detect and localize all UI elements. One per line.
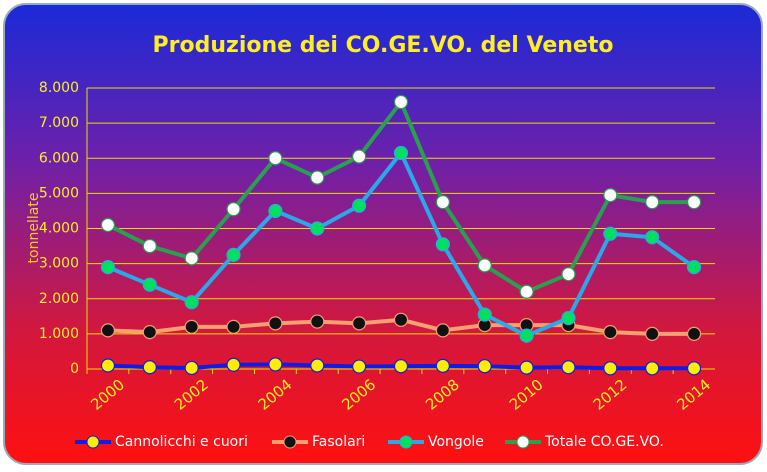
y-tick-label: 4.000 — [39, 221, 79, 237]
point-marker — [477, 307, 492, 322]
point-marker — [226, 357, 241, 372]
point-marker — [393, 145, 409, 161]
point-marker — [477, 359, 492, 374]
chart-background — [3, 3, 763, 465]
point-marker — [100, 323, 116, 338]
point-marker — [226, 319, 241, 334]
point-marker — [352, 198, 367, 213]
point-marker — [310, 221, 325, 236]
point-marker — [686, 195, 702, 210]
point-marker — [435, 358, 450, 373]
legend-marker — [86, 435, 100, 449]
point-marker — [603, 361, 618, 376]
point-marker — [645, 195, 660, 210]
point-marker — [393, 359, 409, 374]
legend-label: Fasolari — [312, 434, 365, 450]
y-tick-label: 6.000 — [39, 150, 79, 166]
legend-label: Totale CO.GE.VO. — [544, 434, 664, 450]
point-marker — [100, 358, 116, 373]
point-marker — [352, 316, 367, 331]
y-tick-label: 2.000 — [39, 291, 79, 307]
point-marker — [686, 260, 702, 275]
legend-marker — [399, 435, 413, 449]
point-marker — [603, 188, 618, 203]
point-marker — [435, 237, 450, 252]
point-marker — [268, 151, 283, 166]
point-marker — [142, 360, 157, 375]
point-marker — [435, 195, 450, 210]
point-marker — [100, 217, 116, 233]
chart-title: Produzione dei CO.GE.VO. del Veneto — [153, 33, 614, 58]
point-marker — [435, 323, 450, 338]
point-marker — [561, 267, 576, 282]
point-marker — [603, 226, 618, 241]
point-marker — [142, 277, 157, 292]
point-marker — [268, 203, 283, 219]
y-tick-label: 0 — [70, 361, 79, 377]
point-marker — [352, 359, 367, 374]
point-marker — [226, 202, 241, 217]
point-marker — [352, 149, 367, 164]
point-marker — [393, 312, 409, 327]
legend-label: Vongole — [428, 434, 484, 450]
legend-marker — [516, 435, 530, 449]
point-marker — [184, 251, 199, 266]
point-marker — [310, 170, 325, 185]
point-marker — [142, 238, 157, 254]
y-tick-label: 7.000 — [39, 115, 79, 131]
point-marker — [645, 361, 660, 376]
point-marker — [393, 94, 409, 110]
point-marker — [477, 258, 492, 273]
point-marker — [310, 314, 325, 329]
point-marker — [142, 325, 157, 340]
y-tick-label: 5.000 — [39, 185, 79, 201]
legend-marker — [283, 435, 297, 449]
point-marker — [603, 325, 618, 340]
point-marker — [184, 319, 199, 334]
point-marker — [519, 328, 534, 343]
point-marker — [268, 316, 283, 331]
point-marker — [561, 360, 576, 375]
point-marker — [310, 358, 325, 373]
point-marker — [686, 361, 702, 376]
point-marker — [184, 295, 199, 310]
point-marker — [100, 260, 116, 275]
point-marker — [184, 360, 199, 376]
point-marker — [519, 284, 534, 299]
y-tick-label: 3.000 — [39, 256, 79, 272]
point-marker — [519, 360, 534, 375]
y-axis-label: tonnellate — [26, 193, 42, 264]
point-marker — [226, 247, 241, 262]
point-marker — [645, 230, 660, 245]
y-tick-label: 8.000 — [39, 80, 79, 96]
point-marker — [561, 310, 576, 326]
y-tick-label: 1.000 — [39, 326, 79, 342]
point-marker — [686, 326, 702, 341]
point-marker — [645, 326, 660, 341]
point-marker — [268, 357, 283, 372]
legend-label: Cannolicchi e cuori — [115, 434, 248, 450]
